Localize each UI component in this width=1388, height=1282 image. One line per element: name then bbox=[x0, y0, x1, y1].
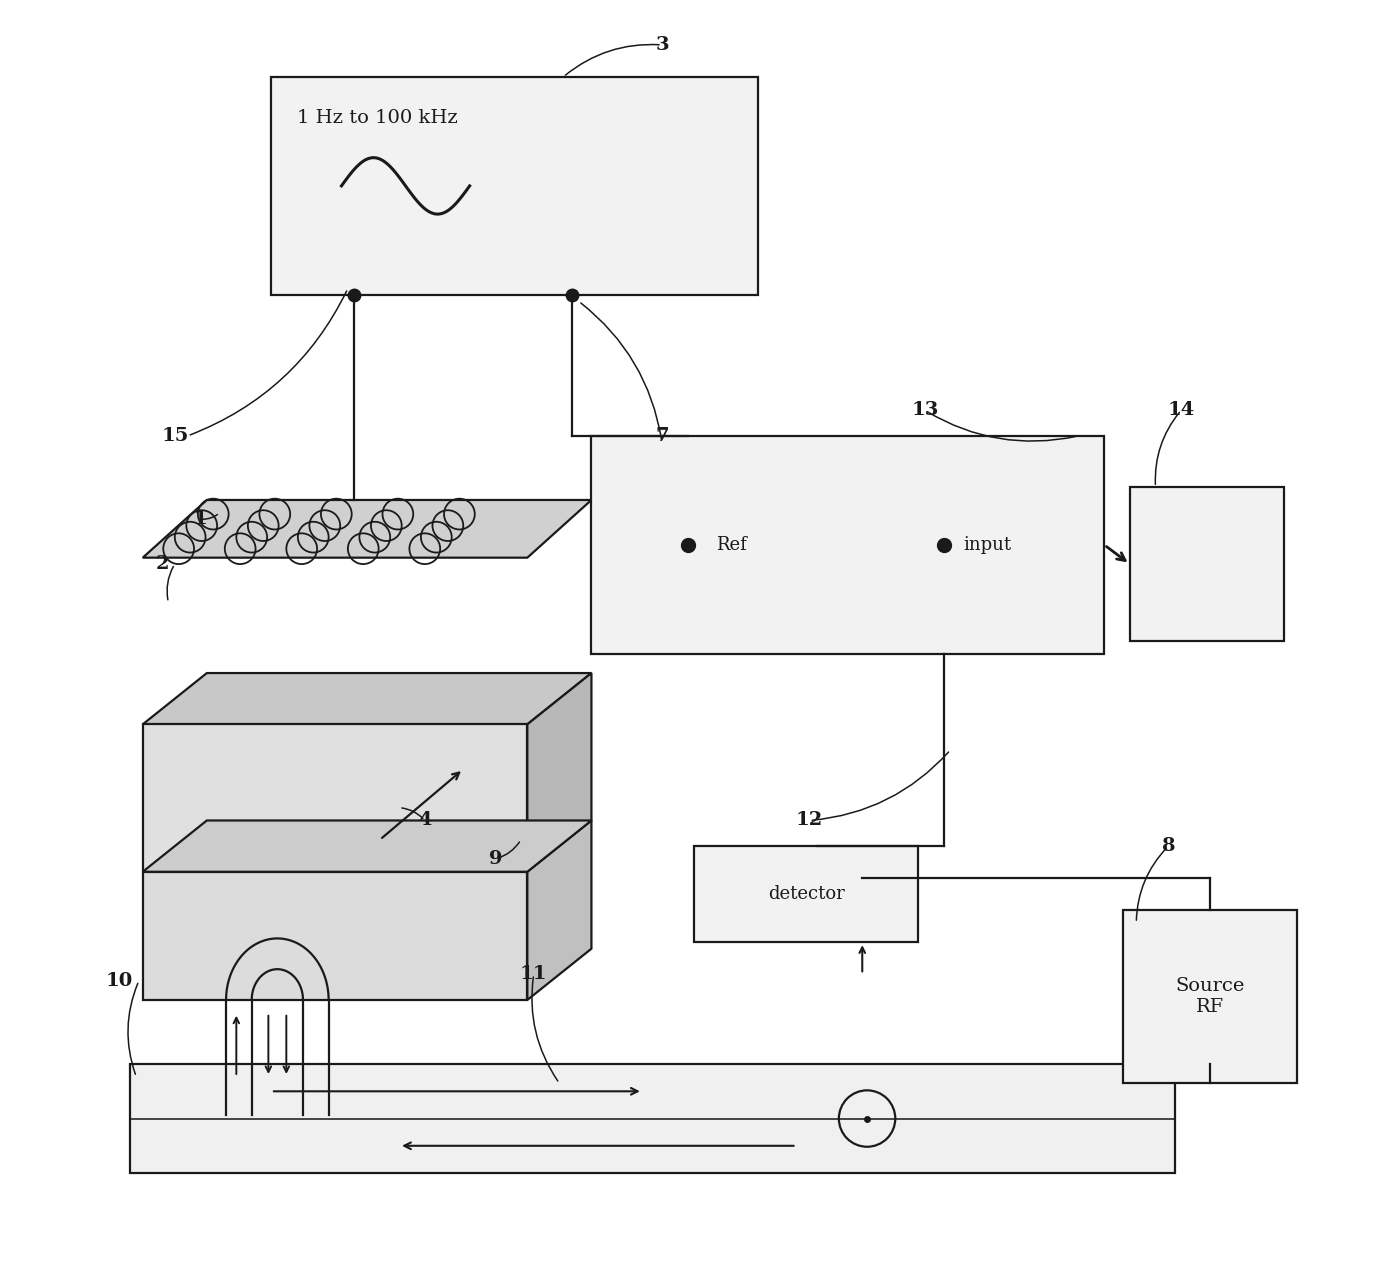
Polygon shape bbox=[143, 500, 591, 558]
Text: 1 Hz to 100 kHz: 1 Hz to 100 kHz bbox=[297, 109, 457, 127]
Text: 8: 8 bbox=[1162, 837, 1176, 855]
Text: 12: 12 bbox=[795, 812, 823, 829]
Text: 4: 4 bbox=[418, 812, 432, 829]
Text: detector: detector bbox=[768, 885, 844, 904]
Text: Ref: Ref bbox=[716, 536, 747, 554]
Text: 15: 15 bbox=[161, 427, 189, 445]
Bar bbox=[130, 1064, 1174, 1173]
Text: 2: 2 bbox=[155, 555, 169, 573]
Polygon shape bbox=[143, 872, 527, 1000]
Text: 13: 13 bbox=[911, 401, 938, 419]
Polygon shape bbox=[527, 673, 591, 872]
Polygon shape bbox=[143, 673, 591, 724]
Text: input: input bbox=[963, 536, 1012, 554]
Polygon shape bbox=[143, 724, 527, 872]
Bar bbox=[1123, 910, 1296, 1083]
Text: 1: 1 bbox=[193, 510, 207, 528]
Text: 7: 7 bbox=[655, 427, 669, 445]
Text: 3: 3 bbox=[655, 36, 669, 54]
Polygon shape bbox=[527, 820, 591, 1000]
Text: 14: 14 bbox=[1167, 401, 1195, 419]
Polygon shape bbox=[143, 820, 591, 872]
Text: 11: 11 bbox=[520, 965, 547, 983]
Bar bbox=[271, 77, 758, 295]
Bar bbox=[694, 846, 919, 942]
Bar bbox=[1130, 487, 1284, 641]
Text: 10: 10 bbox=[105, 972, 133, 990]
Text: Source
RF: Source RF bbox=[1176, 977, 1245, 1017]
Bar bbox=[591, 436, 1105, 654]
Text: 9: 9 bbox=[489, 850, 502, 868]
